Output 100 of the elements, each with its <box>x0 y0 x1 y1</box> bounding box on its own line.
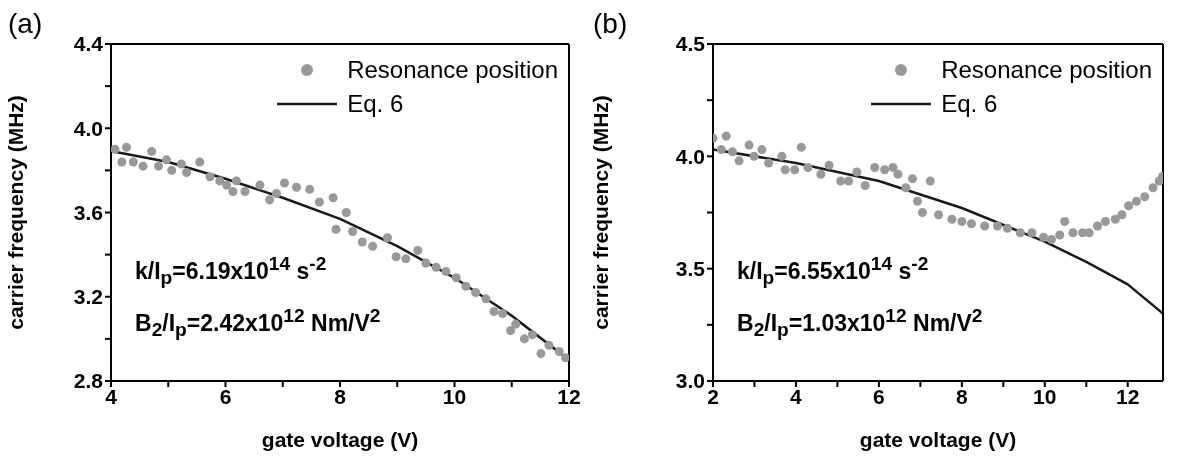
point <box>1015 228 1025 238</box>
point <box>934 210 944 220</box>
point <box>176 159 186 169</box>
point <box>481 294 491 304</box>
point <box>844 176 854 186</box>
point <box>880 165 890 175</box>
x-tick-label: 10 <box>1033 384 1057 408</box>
point <box>757 145 767 155</box>
point <box>111 144 120 154</box>
point <box>1060 216 1070 226</box>
point <box>824 160 834 170</box>
point <box>544 340 554 350</box>
point <box>749 151 759 161</box>
annotation: B$_{2}$/I$_{p}$=2.42x10$^{12}$ Nm/V$^{2}$ <box>135 305 381 342</box>
point <box>1100 216 1110 226</box>
point <box>1131 196 1141 206</box>
point <box>511 319 521 329</box>
point <box>917 207 927 218</box>
point <box>796 142 806 152</box>
x-tick-label: 12 <box>557 384 581 408</box>
x-tick-label: 2 <box>707 384 719 408</box>
point <box>721 131 731 141</box>
point <box>154 161 164 171</box>
y-tick-label: 3.6 <box>73 200 103 224</box>
point <box>138 161 148 171</box>
point <box>291 182 301 192</box>
legend-label: Resonance position <box>347 55 558 85</box>
point <box>870 163 880 173</box>
point <box>328 193 338 203</box>
point <box>1140 192 1150 202</box>
y-axis-title: carrier frequency (MHz) <box>4 95 28 330</box>
point <box>519 334 529 344</box>
point <box>117 157 127 167</box>
point <box>536 349 546 359</box>
legend-label: Eq. 6 <box>941 89 998 119</box>
x-tick-label: 10 <box>442 384 467 408</box>
point <box>1124 201 1134 211</box>
point <box>231 176 241 186</box>
x-tick-label: 12 <box>1116 384 1140 408</box>
point <box>1110 214 1120 224</box>
point <box>506 325 516 335</box>
y-tick-label: 2.8 <box>73 369 104 393</box>
point <box>716 145 726 155</box>
point <box>888 163 898 173</box>
point <box>461 281 471 291</box>
point <box>498 309 508 319</box>
x-tick-label: 4 <box>790 384 803 408</box>
point <box>966 219 976 229</box>
x-axis-title: gate voltage (V) <box>261 428 419 451</box>
point <box>383 233 393 243</box>
y-tick-label: 3.5 <box>675 257 706 281</box>
point <box>265 195 275 205</box>
y-tick-label: 4.0 <box>675 144 705 168</box>
annotation: k/I$_{p}$=6.19x10$^{14}$ s$^{-2}$ <box>135 253 327 290</box>
point <box>1055 230 1065 240</box>
x-tick-label: 4 <box>105 384 118 408</box>
point <box>228 186 238 196</box>
point <box>527 330 537 340</box>
point <box>182 167 192 177</box>
chart-title: (b) <box>593 8 628 40</box>
point <box>947 214 957 224</box>
point <box>1117 210 1127 220</box>
point <box>401 254 411 264</box>
x-axis-title: gate voltage (V) <box>859 428 1017 451</box>
point <box>255 180 265 190</box>
point <box>240 186 250 196</box>
point <box>561 353 569 363</box>
point <box>790 165 800 175</box>
x-tick-label: 6 <box>219 384 232 408</box>
point <box>167 165 177 175</box>
point <box>1046 234 1056 244</box>
point <box>780 165 790 175</box>
point <box>901 183 911 193</box>
chart-title: (a) <box>8 8 43 40</box>
point <box>1092 221 1102 231</box>
point <box>147 146 157 156</box>
point <box>1068 228 1078 238</box>
point <box>121 142 131 152</box>
point <box>1002 223 1012 233</box>
y-tick-label: 4.0 <box>73 116 103 140</box>
point <box>893 169 903 179</box>
point <box>368 241 378 251</box>
point <box>912 196 922 206</box>
point <box>860 181 870 191</box>
point <box>816 169 826 179</box>
point <box>852 167 862 177</box>
point <box>451 273 461 283</box>
point <box>341 207 351 218</box>
x-tick-label: 8 <box>334 384 347 408</box>
point <box>489 306 499 316</box>
point <box>554 347 564 357</box>
annotation: B$_{2}$/I$_{p}$=1.03x10$^{12}$ Nm/V$^{2}$ <box>737 305 983 342</box>
point <box>803 163 813 173</box>
annotation: k/I$_{p}$=6.55x10$^{14}$ s$^{-2}$ <box>737 253 929 290</box>
point <box>957 216 967 226</box>
point <box>348 226 358 236</box>
point <box>1039 232 1049 242</box>
point <box>222 180 232 190</box>
point <box>421 258 431 268</box>
point <box>764 158 774 168</box>
